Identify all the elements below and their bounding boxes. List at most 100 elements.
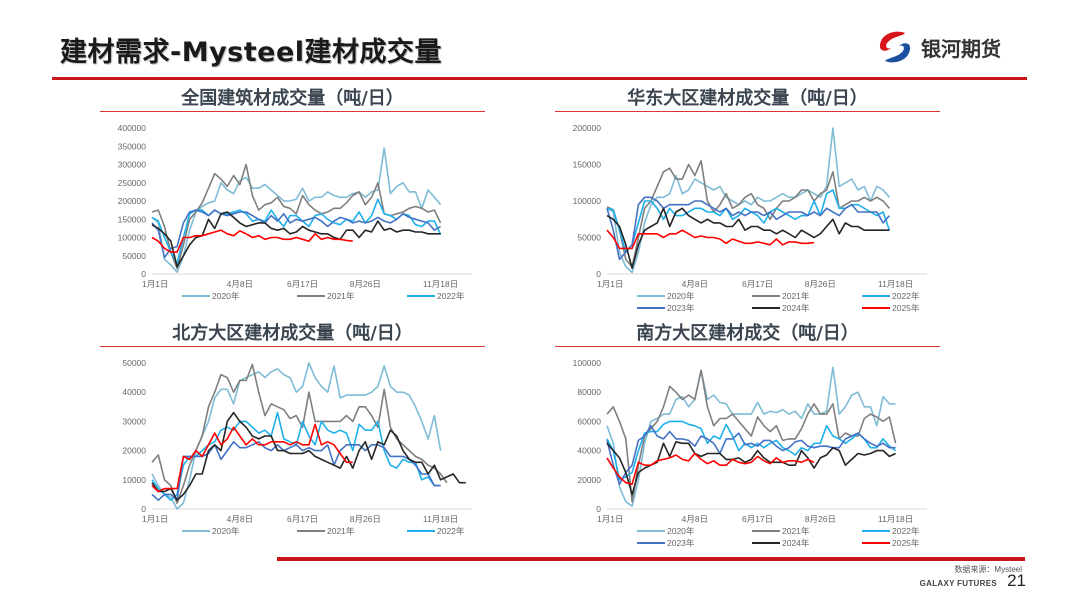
data-source: 数据来源：Mysteel: [954, 565, 1022, 574]
x-tick-label: 11月18日: [878, 514, 913, 524]
y-tick-label: 0: [141, 269, 146, 279]
x-tick-label: 11月18日: [423, 279, 458, 289]
chart-panel-north: 北方大区建材成交量（吨/日） 50000 40000 30000 20000 10000…: [100, 319, 485, 549]
series-line-2023: [606, 196, 891, 261]
legend-item: 2021年: [297, 291, 355, 301]
y-tick-label: 300000: [118, 160, 147, 170]
legend-label: 2022年: [437, 526, 465, 536]
legend-item: 2022年: [407, 526, 465, 536]
y-tick-label: 400000: [118, 123, 147, 133]
legend-label: 2022年: [892, 526, 920, 536]
legend-label: 2024年: [782, 303, 810, 313]
footer-brand: GALAXY FUTURES: [919, 579, 997, 588]
y-tick-label: 100000: [118, 233, 147, 243]
series-line-2025: [606, 229, 815, 250]
series-line-2020: [151, 147, 442, 273]
series-line-2021: [606, 159, 891, 268]
x-tick-label: 4月8日: [682, 279, 708, 289]
y-tick-label: 60000: [577, 416, 601, 426]
legend-item: 2023年: [637, 303, 695, 313]
x-tick-label: 11月18日: [878, 279, 913, 289]
series-line-2024: [606, 207, 890, 269]
y-tick-label: 20000: [122, 446, 146, 456]
legend-label: 2021年: [327, 526, 355, 536]
series-line-2023: [151, 441, 441, 501]
legend-label: 2020年: [212, 291, 240, 301]
legend-label: 2020年: [667, 526, 695, 536]
series-line-2020: [606, 366, 896, 507]
series-line-2020: [606, 127, 891, 274]
line-chart: 400000 350000 300000 250000 200000 150000 1000…: [118, 123, 472, 301]
galaxy-logo-icon: [879, 31, 911, 63]
legend-item: 2023年: [637, 538, 695, 548]
legend-item: 2022年: [407, 291, 465, 301]
y-tick-label: 20000: [577, 475, 601, 485]
chart-title: 全国建筑材成交量（吨/日）: [181, 88, 404, 109]
y-tick-label: 350000: [118, 141, 147, 151]
legend-label: 2023年: [667, 538, 695, 548]
legend-item: 2021年: [752, 526, 810, 536]
x-tick-label: 1月1日: [597, 514, 623, 524]
legend-label: 2025年: [892, 303, 920, 313]
legend-item: 2020年: [182, 291, 240, 301]
chart-title: 华东大区建材成交量（吨/日）: [627, 88, 868, 109]
x-tick-label: 1月1日: [142, 514, 168, 524]
legend-item: 2021年: [297, 526, 355, 536]
x-tick-label: 6月17日: [287, 514, 318, 524]
legend-label: 2021年: [782, 526, 810, 536]
footer-divider: [277, 557, 1025, 561]
series-line-2022: [606, 189, 891, 253]
y-tick-label: 0: [596, 504, 601, 514]
title-divider: [52, 77, 1027, 80]
chart-title: 北方大区建材成交量（吨/日）: [172, 323, 413, 344]
x-tick-label: 4月8日: [682, 514, 708, 524]
y-tick-label: 30000: [122, 416, 146, 426]
legend-label: 2025年: [892, 538, 920, 548]
series-line-2025: [151, 229, 353, 253]
y-tick-label: 150000: [118, 214, 147, 224]
chart-title-divider: [100, 111, 485, 112]
series-line-2024: [606, 441, 896, 496]
chart-panel-south: 南方大区建材成交（吨/日） 100000 80000 60000 40000 20000…: [555, 319, 940, 549]
logo: 银河期货: [875, 30, 1001, 64]
y-tick-label: 40000: [122, 387, 146, 397]
chart-title: 南方大区建材成交（吨/日）: [636, 323, 859, 344]
x-tick-label: 4月8日: [227, 514, 253, 524]
series-line-2023: [606, 425, 896, 485]
legend-label: 2020年: [667, 291, 695, 301]
y-tick-label: 0: [596, 269, 601, 279]
x-tick-label: 8月26日: [805, 514, 836, 524]
page-number: 21: [1007, 571, 1026, 590]
legend-label: 2022年: [437, 291, 465, 301]
legend-item: 2021年: [752, 291, 810, 301]
page-title: 建材需求-Mysteel建材成交量: [60, 37, 443, 68]
chart-title-divider: [555, 111, 940, 112]
legend-label: 2020年: [212, 526, 240, 536]
legend-item: 2020年: [182, 526, 240, 536]
chart-title-divider: [100, 346, 485, 347]
y-tick-label: 100000: [573, 358, 602, 368]
y-tick-label: 200000: [118, 196, 147, 206]
legend-label: 2022年: [892, 291, 920, 301]
x-tick-label: 8月26日: [350, 279, 381, 289]
y-tick-label: 100000: [573, 196, 602, 206]
y-tick-label: 50000: [577, 233, 601, 243]
x-tick-label: 8月26日: [350, 514, 381, 524]
y-tick-label: 200000: [573, 123, 602, 133]
logo-text: 银河期货: [921, 36, 1001, 61]
y-tick-label: 10000: [122, 475, 146, 485]
legend-item: 2022年: [862, 291, 920, 301]
series-line-2025: [606, 452, 815, 485]
x-tick-label: 4月8日: [227, 279, 253, 289]
y-tick-label: 250000: [118, 178, 147, 188]
x-tick-label: 1月1日: [597, 279, 623, 289]
legend-item: 2025年: [862, 538, 920, 548]
legend-item: 2022年: [862, 526, 920, 536]
legend-item: 2024年: [752, 538, 810, 548]
chart-panel-national: 全国建筑材成交量（吨/日） 400000 350000 300000 250000 20…: [100, 84, 485, 314]
legend-item: 2025年: [862, 303, 920, 313]
x-tick-label: 6月17日: [742, 514, 773, 524]
